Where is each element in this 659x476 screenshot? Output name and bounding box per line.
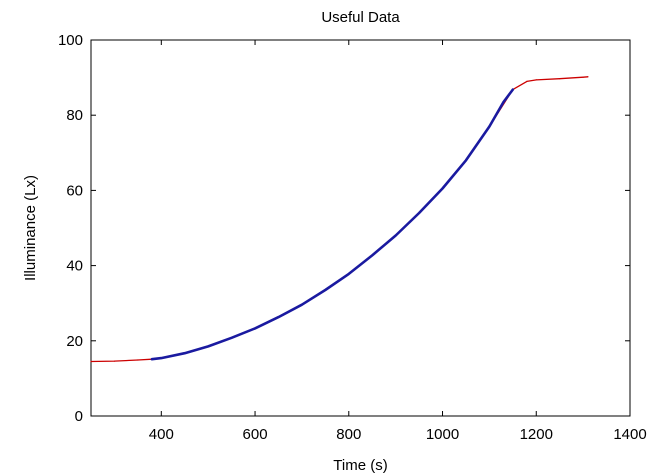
series-line-measured bbox=[150, 88, 515, 361]
series-layer bbox=[90, 76, 589, 363]
data-point-fit bbox=[535, 79, 537, 81]
x-tick-label: 1400 bbox=[613, 426, 646, 443]
x-tick-label: 1000 bbox=[426, 426, 459, 443]
plot-area bbox=[90, 39, 631, 417]
data-point-measured bbox=[441, 187, 444, 190]
data-point-measured bbox=[502, 101, 505, 103]
chart-title: Useful Data bbox=[321, 9, 400, 26]
data-point-fit bbox=[90, 360, 92, 363]
data-point-measured bbox=[371, 254, 373, 256]
data-point-measured bbox=[395, 234, 397, 237]
x-tick-label: 600 bbox=[243, 426, 268, 443]
x-axis-label: Time (s) bbox=[333, 457, 387, 474]
data-point-measured bbox=[254, 327, 256, 329]
ticks-layer: 400 600 800 1000 1200 1400 0 20 40 60 80 100 bbox=[58, 32, 647, 443]
x-tick-label: 400 bbox=[149, 426, 174, 443]
data-point-measured bbox=[488, 125, 490, 128]
data-point-fit bbox=[137, 359, 139, 361]
data-point-measured bbox=[301, 304, 303, 306]
y-tick-label: 80 bbox=[66, 107, 83, 124]
y-tick-label: 100 bbox=[58, 32, 83, 49]
data-point-fit bbox=[582, 76, 584, 78]
y-axis-label: Illuminance (Lx) bbox=[22, 175, 39, 281]
data-point-measured bbox=[160, 357, 162, 359]
data-point-measured bbox=[418, 212, 420, 214]
data-point-fit bbox=[559, 78, 561, 80]
x-tick-label: 1200 bbox=[520, 426, 553, 443]
data-point-fit bbox=[113, 360, 115, 362]
x-tick-label: 800 bbox=[336, 426, 361, 443]
data-point-measured bbox=[277, 316, 280, 318]
data-point-measured bbox=[207, 345, 209, 347]
data-point-measured bbox=[348, 273, 350, 275]
data-point-fit bbox=[526, 80, 528, 82]
y-tick-label: 0 bbox=[75, 408, 83, 425]
data-point-fit bbox=[587, 76, 589, 78]
data-point-measured bbox=[512, 89, 514, 91]
y-tick-label: 40 bbox=[66, 258, 83, 275]
y-tick-label: 20 bbox=[66, 333, 83, 350]
data-point-measured bbox=[324, 289, 326, 291]
data-point-measured bbox=[151, 358, 153, 360]
data-point-measured bbox=[184, 352, 186, 354]
data-point-measured bbox=[465, 159, 467, 161]
y-tick-label: 60 bbox=[66, 182, 83, 199]
data-point-measured bbox=[231, 337, 233, 339]
